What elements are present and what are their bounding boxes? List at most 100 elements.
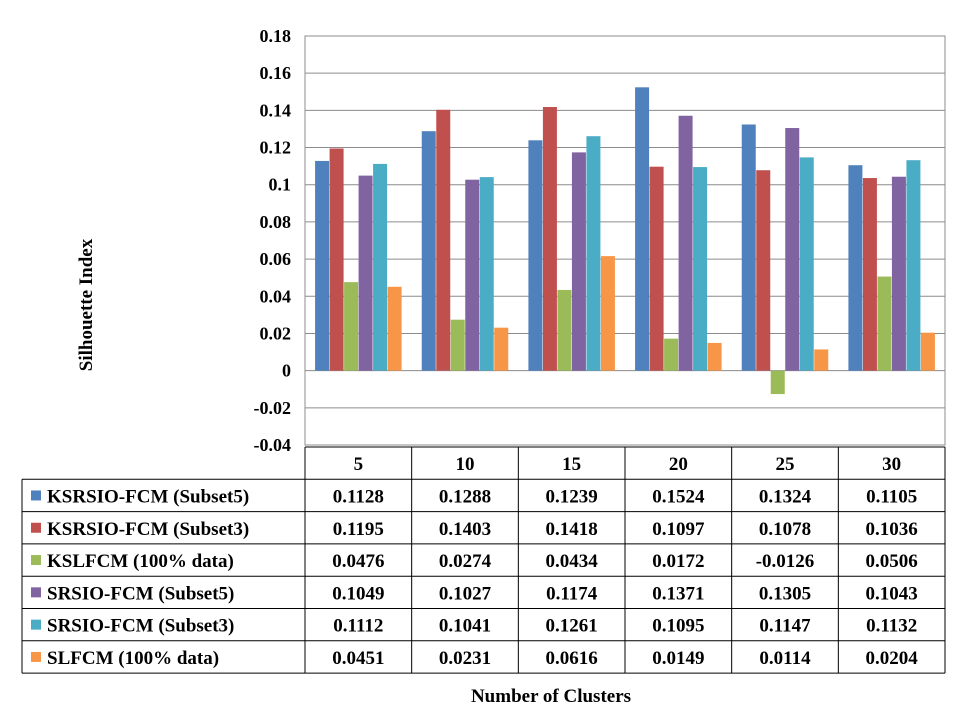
bar xyxy=(785,128,800,371)
data-label: 0.1324 xyxy=(759,486,812,507)
y-tick-label: 0.12 xyxy=(260,138,292,158)
y-tick-label: 0.04 xyxy=(260,286,292,306)
data-label: 0.0506 xyxy=(866,551,918,572)
data-label: 0.1305 xyxy=(759,583,811,604)
bar xyxy=(373,163,388,371)
bar xyxy=(814,349,829,371)
data-label: 0.0434 xyxy=(546,551,599,572)
data-label: 0.1195 xyxy=(333,519,384,540)
bar xyxy=(848,165,863,371)
y-tick-label: 0.16 xyxy=(260,63,292,83)
y-axis-ticks: -0.04 -0.02 0 0.02 0.04 0.06 0.08 0.1 0.12 0.14 0.… xyxy=(254,26,292,455)
y-tick-label: 0.08 xyxy=(260,212,292,232)
data-label: 0.1128 xyxy=(333,486,384,507)
legend-label: KSRSIO-FCM (Subset3) xyxy=(47,519,249,540)
bar xyxy=(906,160,921,371)
bar xyxy=(799,157,814,371)
data-label: 0.1036 xyxy=(866,519,918,540)
data-table: 5 10 15 20 25 30 KSRSIO-FCM (Subset5) 0.1128 0.1… xyxy=(21,446,946,674)
bar xyxy=(600,256,615,371)
y-axis-label: Silhouette Index xyxy=(76,238,97,371)
data-label: 0.0231 xyxy=(439,648,491,669)
bar xyxy=(542,107,557,371)
bar xyxy=(920,332,935,371)
bar xyxy=(344,282,359,371)
bar xyxy=(528,140,543,371)
legend-label: KSLFCM (100% data) xyxy=(47,551,234,572)
x-tick-label: 15 xyxy=(562,454,581,475)
bar xyxy=(693,167,708,371)
bar xyxy=(329,148,344,371)
legend-key xyxy=(31,619,41,630)
bar xyxy=(649,166,664,371)
y-tick-label: 0.14 xyxy=(260,100,292,120)
y-tick-label: 0.02 xyxy=(260,323,292,343)
bar xyxy=(770,370,785,395)
data-label: 0.0451 xyxy=(332,648,384,669)
data-label: 0.0476 xyxy=(332,551,384,572)
data-label: 0.0204 xyxy=(866,648,919,669)
legend-key xyxy=(31,490,41,501)
x-tick-label: 25 xyxy=(776,454,795,475)
y-tick-label: 0.06 xyxy=(260,249,292,269)
bar xyxy=(635,87,650,371)
data-label: 0.1027 xyxy=(439,583,492,604)
data-label: 0.0114 xyxy=(759,648,811,669)
legend-label: SRSIO-FCM (Subset5) xyxy=(47,583,234,604)
data-label: 0.1132 xyxy=(866,616,917,637)
bar xyxy=(436,109,451,371)
y-tick-label: -0.02 xyxy=(254,398,292,418)
data-label: 0.1105 xyxy=(866,486,917,507)
bar xyxy=(315,160,330,371)
bar xyxy=(586,136,601,371)
data-label: 0.1288 xyxy=(439,486,491,507)
legend-key xyxy=(31,587,41,598)
data-label: 0.1239 xyxy=(546,486,598,507)
data-label: 0.1174 xyxy=(546,583,598,604)
bar xyxy=(479,177,494,371)
data-label: 0.1371 xyxy=(652,583,704,604)
data-label: 0.1041 xyxy=(439,616,491,637)
data-label: 0.0616 xyxy=(546,648,598,669)
legend-key xyxy=(31,651,41,662)
bar xyxy=(678,115,693,371)
bar xyxy=(571,152,586,371)
data-label: 0.1097 xyxy=(652,519,705,540)
bar xyxy=(741,124,756,371)
x-tick-label: 5 xyxy=(354,454,364,475)
x-axis-label: Number of Clusters xyxy=(471,686,631,707)
legend-key xyxy=(31,522,41,533)
data-label: 0.1418 xyxy=(546,519,598,540)
bar xyxy=(557,289,572,371)
x-tick-label: 20 xyxy=(669,454,688,475)
bar xyxy=(707,342,722,371)
x-tick-label: 30 xyxy=(882,454,901,475)
data-label: 0.1112 xyxy=(333,616,383,637)
bar xyxy=(756,170,771,371)
y-tick-label: 0 xyxy=(282,361,291,381)
data-label: 0.1078 xyxy=(759,519,811,540)
legend-label: KSRSIO-FCM (Subset5) xyxy=(47,486,249,507)
bar xyxy=(891,176,906,371)
data-label: 0.1049 xyxy=(332,583,384,604)
data-label: 0.1403 xyxy=(439,519,491,540)
bar xyxy=(421,131,436,371)
plot-area-border xyxy=(304,35,946,446)
bar xyxy=(387,286,402,371)
data-label: 0.1147 xyxy=(759,616,811,637)
bars xyxy=(315,87,935,395)
data-label: 0.1095 xyxy=(652,616,704,637)
bar xyxy=(465,179,480,371)
gridlines xyxy=(304,35,946,446)
x-tick-label: 10 xyxy=(456,454,475,475)
bar xyxy=(358,175,373,371)
y-tick-label: -0.04 xyxy=(254,435,292,455)
legend-label: SRSIO-FCM (Subset3) xyxy=(47,616,234,637)
bar xyxy=(877,276,892,371)
legend-label: SLFCM (100% data) xyxy=(47,648,219,669)
data-label: 0.1524 xyxy=(652,486,705,507)
data-label: 0.0172 xyxy=(652,551,704,572)
bar xyxy=(664,338,679,371)
legend-key xyxy=(31,555,41,566)
